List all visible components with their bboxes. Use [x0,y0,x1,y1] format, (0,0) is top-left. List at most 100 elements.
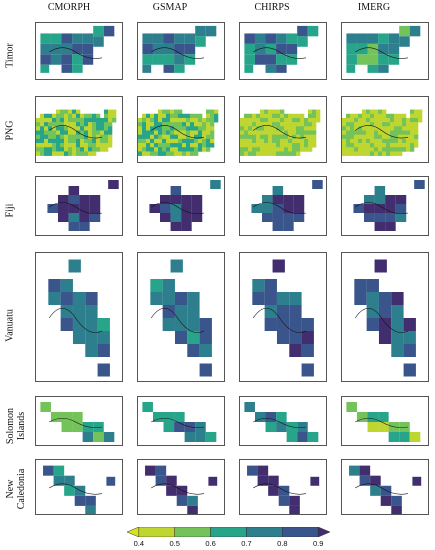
raster-cell [260,147,265,152]
raster-cell [240,143,245,148]
raster-cell [72,33,83,44]
raster-cell [280,117,285,123]
raster-cell [187,318,200,331]
raster-cell [346,402,357,412]
raster-cell [89,195,101,204]
raster-cell [276,126,281,131]
raster-cell [84,126,89,131]
raster-cell [104,109,109,115]
raster-cell [276,318,290,331]
raster-cell [195,422,206,432]
raster-cell [162,109,167,115]
raster-cell [142,113,147,119]
raster-cell [240,147,245,152]
map-raster [251,180,323,231]
raster-cell [276,412,287,422]
raster-cell [346,33,357,44]
row-label-timor: Timor [4,43,16,68]
raster-cell [240,130,245,135]
raster-cell [395,195,407,204]
raster-cell [194,130,199,135]
raster-cell [399,25,410,37]
coastline [253,47,307,59]
raster-cell [146,117,151,123]
raster-cell [162,113,167,119]
raster-cell [194,138,199,144]
raster-cell [264,143,269,148]
raster-cell [265,64,277,73]
raster-cell [47,204,58,213]
raster-cell [178,117,183,123]
raster-cell [85,331,98,344]
raster-cell [64,134,69,140]
raster-cell [210,113,215,119]
raster-cell [182,151,187,156]
raster-cell [85,305,98,318]
raster-cell [292,126,297,131]
raster-cell [64,138,69,144]
raster-cell [202,134,207,140]
map-raster [349,465,422,514]
raster-cell [356,54,368,65]
raster-cell [283,213,294,222]
raster-cell [40,54,51,65]
coastline [253,417,307,428]
raster-cell [289,331,302,344]
raster-cell [260,126,265,131]
raster-cell [386,138,391,144]
raster-cell [374,113,379,119]
raster-cell [342,143,347,148]
raster-cell [48,117,53,123]
raster-cell [248,113,253,119]
raster-cell [410,113,415,119]
raster-cell [85,344,98,357]
raster-cell [403,331,416,344]
raster-cell [74,495,86,506]
raster-cell [138,134,143,140]
map-panel [35,96,123,163]
raster-cell [100,117,105,123]
raster-cell [308,138,313,144]
raster-cell [158,126,163,131]
raster-cell [366,109,371,115]
raster-cell [382,151,387,156]
raster-cell [268,122,273,127]
raster-cell [280,143,285,148]
coastline [252,307,307,333]
raster-cell [158,122,163,127]
raster-cell [60,134,65,140]
row-label-fiji: Fiji [4,203,16,218]
raster-cell [402,138,407,144]
raster-cell [297,422,308,432]
raster-cell [288,143,293,148]
raster-cell [288,138,293,144]
raster-cell [170,122,175,127]
raster-cell [370,147,375,152]
raster-cell [264,151,269,156]
coastline [49,47,103,59]
raster-cell [52,143,57,148]
raster-cell [72,54,83,65]
raster-cell [276,54,287,65]
raster-cell [56,134,61,140]
raster-cell [399,432,410,442]
raster-cell [378,54,389,65]
raster-cell [358,134,363,140]
raster-cell [68,195,80,204]
raster-cell [198,138,203,144]
raster-cell [68,134,73,140]
raster-cell [244,130,249,135]
raster-cell [100,126,105,131]
raster-cell [92,126,97,131]
raster-cell [60,117,65,123]
raster-cell [292,151,297,156]
raster-cell [252,279,265,292]
raster-cell [406,147,411,152]
raster-cell [346,147,351,152]
raster-cell [76,143,81,148]
raster-cell [198,143,203,148]
raster-cell [414,130,419,135]
raster-cell [84,147,89,152]
raster-cell [252,113,257,119]
raster-cell [304,122,309,127]
